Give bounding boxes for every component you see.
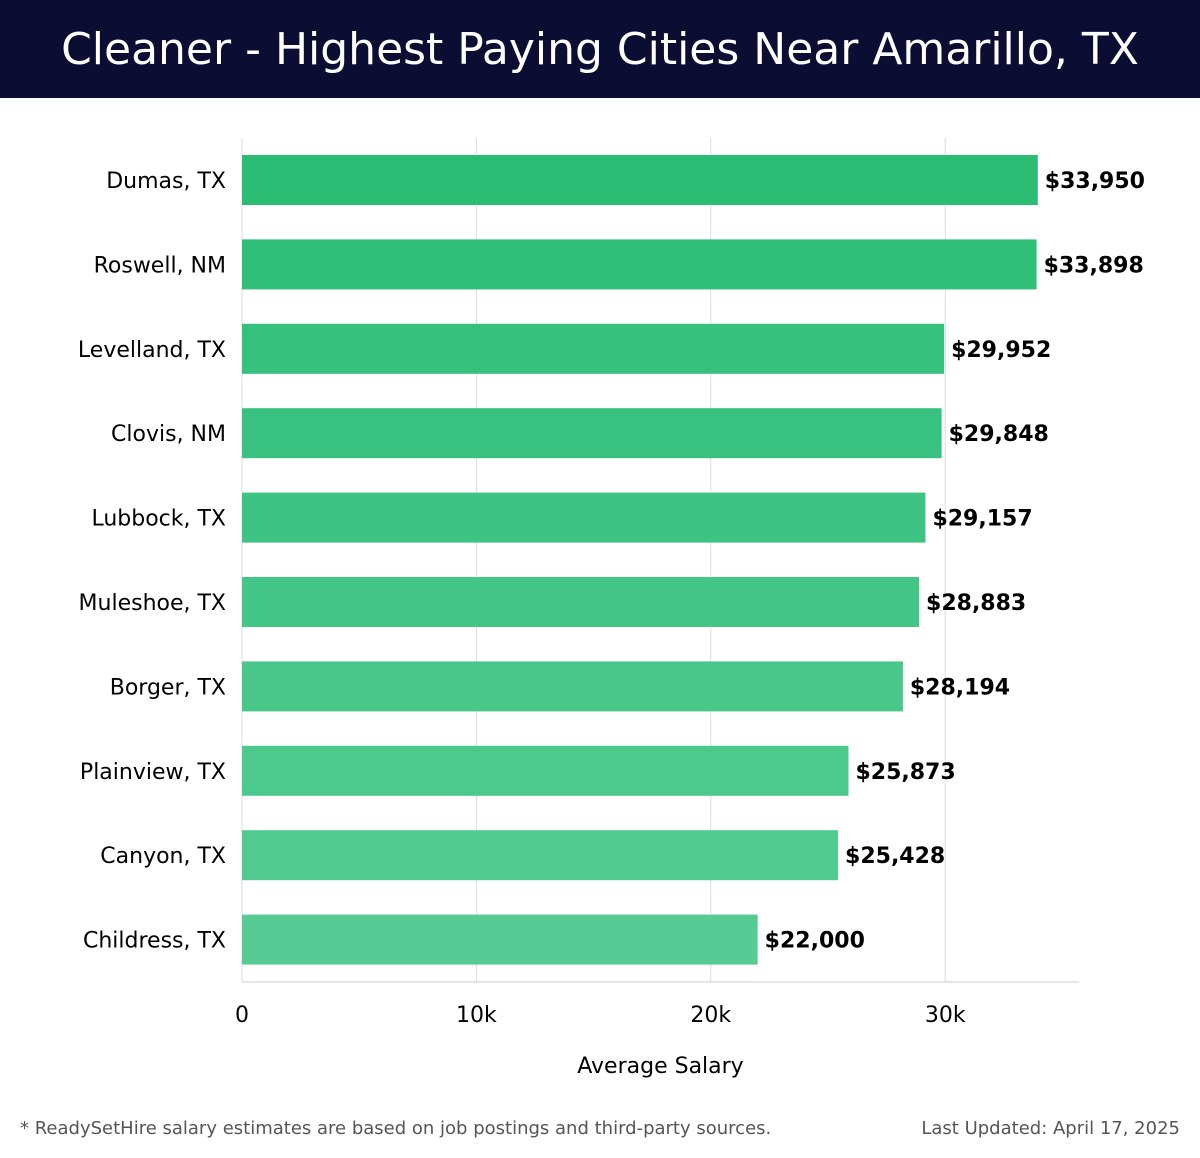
x-tick-label: 10k [456,1003,497,1028]
value-label: $33,950 [1045,169,1145,194]
category-label: Levelland, TX [78,338,226,363]
footer-note: * ReadySetHire salary estimates are base… [20,1118,772,1139]
category-label: Lubbock, TX [91,507,226,532]
bar [242,323,945,374]
x-tick-label: 0 [235,1003,249,1028]
x-tick-label: 30k [925,1003,966,1028]
value-label: $28,194 [910,675,1010,700]
chart-header: Cleaner - Highest Paying Cities Near Ama… [0,0,1200,98]
bar [242,577,920,627]
value-label: $29,952 [951,338,1051,363]
category-label: Canyon, TX [100,844,226,869]
category-label: Dumas, TX [106,169,226,194]
bar [242,155,1038,205]
category-label: Plainview, TX [80,760,226,785]
bar-chart: 0 10k 20k 30k Dumas, TX $33,950 Roswell, NM $33… [78,138,1145,1079]
bar [242,408,942,459]
x-axis-title: Average Salary [577,1054,743,1079]
x-tick-label: 20k [690,1003,731,1028]
value-label: $28,883 [926,591,1026,616]
bar [242,239,1037,290]
category-label: Borger, TX [110,675,226,700]
bar [242,830,839,881]
bar [242,661,903,712]
value-label: $25,873 [855,760,955,785]
value-label: $22,000 [765,929,865,954]
value-label: $29,157 [932,507,1032,532]
bar [242,914,758,965]
value-label: $33,898 [1044,253,1144,278]
last-updated: Last Updated: April 17, 2025 [921,1118,1180,1139]
bar [242,745,849,796]
category-label: Childress, TX [83,929,226,954]
category-label: Muleshoe, TX [79,591,226,616]
value-label: $29,848 [949,422,1049,447]
bar [242,492,926,543]
category-label: Clovis, NM [111,422,226,447]
value-label: $25,428 [845,844,945,869]
category-label: Roswell, NM [94,253,226,278]
chart-title: Cleaner - Highest Paying Cities Near Ama… [61,23,1139,75]
